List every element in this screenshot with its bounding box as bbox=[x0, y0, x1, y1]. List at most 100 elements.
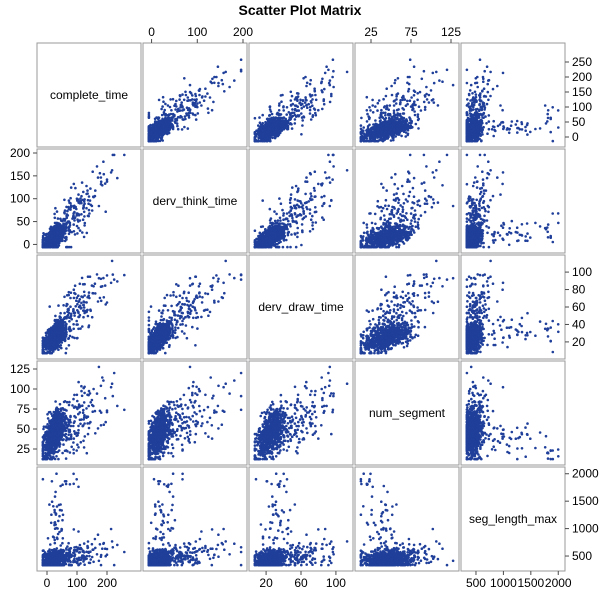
data-point bbox=[99, 180, 103, 183]
data-point bbox=[276, 219, 280, 222]
data-point bbox=[76, 199, 79, 202]
data-point bbox=[395, 120, 398, 123]
data-point bbox=[420, 77, 424, 81]
data-point bbox=[181, 93, 184, 96]
data-point bbox=[369, 128, 373, 131]
data-point bbox=[468, 139, 472, 143]
data-point bbox=[204, 95, 207, 98]
data-point bbox=[408, 75, 411, 79]
data-point bbox=[295, 92, 299, 95]
data-point bbox=[181, 109, 184, 112]
data-point bbox=[510, 120, 514, 123]
data-point bbox=[116, 176, 119, 180]
data-point bbox=[171, 126, 175, 129]
data-point bbox=[486, 82, 490, 86]
data-point bbox=[404, 135, 408, 138]
data-point bbox=[302, 105, 306, 108]
data-point bbox=[405, 118, 408, 121]
data-point bbox=[321, 107, 324, 111]
data-point bbox=[268, 105, 272, 108]
data-point bbox=[412, 65, 416, 68]
data-point bbox=[268, 137, 272, 141]
data-point bbox=[409, 124, 413, 128]
data-point bbox=[265, 139, 269, 143]
data-point bbox=[427, 93, 431, 97]
data-point bbox=[543, 104, 547, 107]
data-point bbox=[412, 94, 416, 97]
data-point bbox=[413, 113, 417, 117]
data-point bbox=[364, 134, 367, 138]
data-point bbox=[289, 99, 293, 102]
data-point bbox=[293, 122, 297, 125]
data-point bbox=[393, 81, 397, 85]
data-point bbox=[91, 170, 94, 173]
data-point bbox=[169, 98, 172, 101]
data-point bbox=[290, 127, 294, 130]
data-point bbox=[418, 90, 422, 94]
data-point bbox=[469, 83, 473, 87]
data-point bbox=[217, 84, 220, 88]
data-point bbox=[475, 81, 479, 85]
data-point bbox=[524, 129, 527, 132]
data-point bbox=[50, 234, 54, 238]
data-point bbox=[271, 136, 274, 140]
data-point bbox=[423, 108, 427, 111]
data-point bbox=[485, 102, 489, 106]
data-point bbox=[175, 99, 178, 103]
data-point bbox=[88, 212, 91, 215]
data-point bbox=[213, 75, 216, 79]
data-point bbox=[489, 94, 492, 98]
data-point bbox=[53, 227, 57, 230]
data-point bbox=[483, 108, 486, 111]
data-point bbox=[557, 126, 560, 129]
data-point bbox=[270, 116, 273, 120]
data-point bbox=[69, 206, 73, 209]
data-point bbox=[487, 127, 491, 131]
data-point bbox=[388, 121, 392, 124]
data-point bbox=[233, 79, 236, 82]
data-point bbox=[152, 128, 155, 132]
data-point bbox=[373, 139, 376, 143]
data-point bbox=[389, 125, 392, 128]
data-point bbox=[216, 65, 220, 68]
data-point bbox=[485, 122, 488, 125]
data-point bbox=[81, 231, 84, 234]
data-point bbox=[365, 95, 369, 99]
tick-label: 200 bbox=[233, 25, 253, 39]
data-point bbox=[207, 111, 210, 115]
data-point bbox=[479, 134, 483, 137]
data-point bbox=[180, 128, 184, 131]
data-point bbox=[525, 123, 529, 127]
data-point bbox=[466, 98, 469, 101]
data-point bbox=[509, 124, 513, 127]
data-point bbox=[272, 128, 275, 131]
panel-r0-c2 bbox=[248, 42, 354, 148]
data-point bbox=[407, 87, 411, 91]
data-point bbox=[204, 87, 207, 90]
data-point bbox=[359, 137, 363, 140]
data-point bbox=[152, 139, 156, 143]
data-point bbox=[514, 123, 518, 126]
data-point bbox=[308, 108, 312, 112]
tick-label: 125 bbox=[441, 25, 461, 39]
data-point bbox=[293, 104, 297, 107]
data-point bbox=[208, 96, 212, 99]
tick-label: 50 bbox=[572, 115, 586, 129]
data-point bbox=[160, 128, 163, 131]
data-point bbox=[60, 237, 64, 240]
data-point bbox=[61, 226, 64, 229]
data-point bbox=[161, 105, 164, 108]
data-point bbox=[276, 120, 280, 123]
data-point bbox=[46, 236, 49, 240]
data-point bbox=[311, 114, 315, 117]
point-series bbox=[147, 58, 243, 143]
data-point bbox=[194, 118, 198, 121]
data-point bbox=[282, 106, 285, 109]
data-point bbox=[72, 182, 76, 186]
data-point bbox=[86, 214, 90, 218]
data-point bbox=[77, 226, 80, 230]
data-point bbox=[301, 99, 305, 102]
data-point bbox=[171, 117, 174, 120]
data-point bbox=[416, 115, 420, 119]
